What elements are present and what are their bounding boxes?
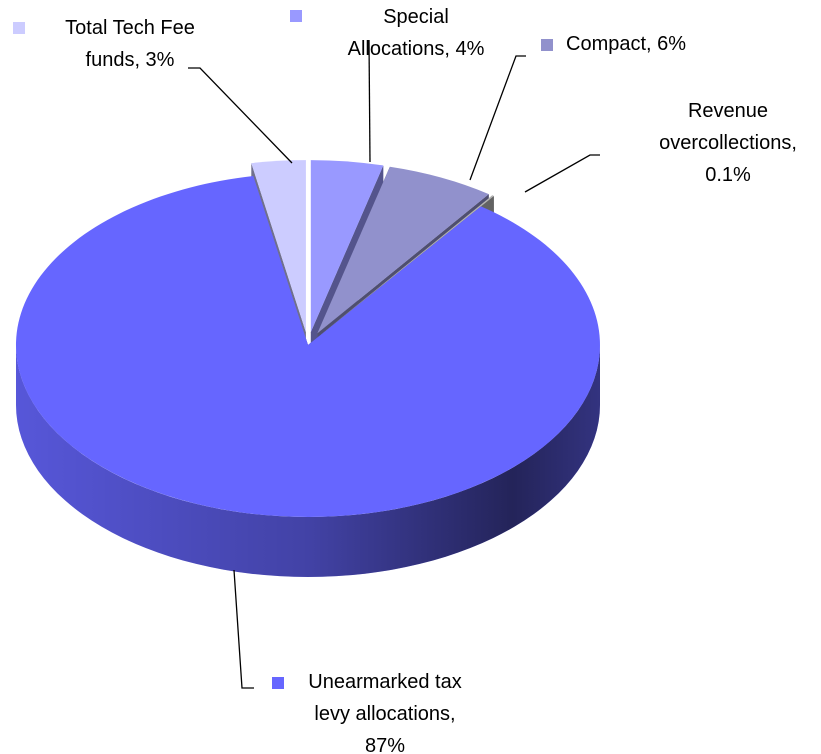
slice xyxy=(321,195,494,335)
slice-side-shade xyxy=(16,345,600,577)
legend-swatch xyxy=(541,39,553,51)
slice xyxy=(310,160,384,333)
data-label: Revenue overcollections, 0.1% xyxy=(659,100,797,186)
slice xyxy=(251,160,306,333)
leader-lines xyxy=(188,39,600,689)
legend-swatch xyxy=(13,22,25,34)
slice xyxy=(317,166,489,334)
legend-swatch xyxy=(290,10,302,22)
leader-line xyxy=(188,67,293,164)
data-label: Total Tech Fee funds, 3% xyxy=(65,17,195,71)
legend-swatch xyxy=(272,677,284,689)
data-label: Compact, 6% xyxy=(566,33,686,55)
data-label: Unearmarked tax levy allocations, 87% xyxy=(308,671,461,754)
slice-tops xyxy=(15,160,600,517)
leader-line xyxy=(524,154,600,193)
pie xyxy=(15,160,600,577)
data-label: Special Allocations, 4% xyxy=(348,6,485,60)
slice xyxy=(15,176,600,517)
leader-line xyxy=(469,55,526,181)
leader-line xyxy=(368,39,371,163)
data-labels: Special Allocations, 4% Compact, 6% Revenue… xyxy=(13,6,797,754)
leader-line xyxy=(233,569,254,689)
slice-sides xyxy=(16,345,600,577)
